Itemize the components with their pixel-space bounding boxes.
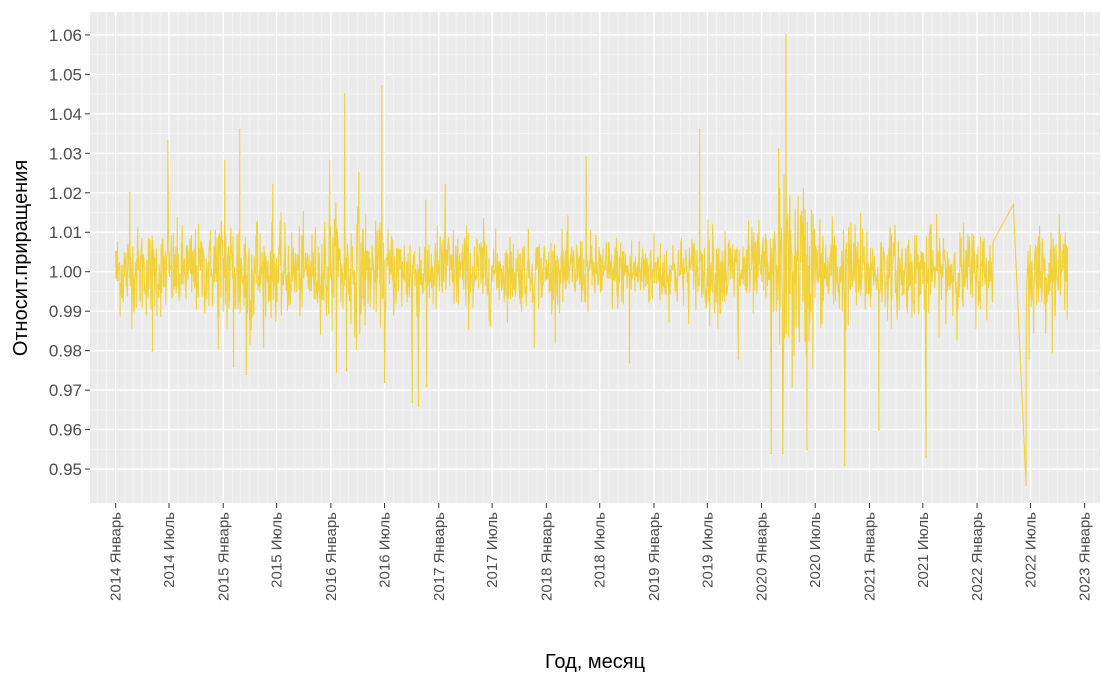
series-point	[791, 385, 794, 388]
x-tick-label: 2021 Январь	[861, 512, 878, 601]
y-tick-label: 1.03	[49, 144, 82, 163]
x-tick-label: 2019 Июль	[699, 512, 716, 588]
series-point	[238, 128, 241, 131]
y-tick-label: 1.01	[49, 223, 82, 242]
series-point	[806, 448, 808, 451]
series-point	[925, 456, 927, 459]
y-tick-label: 0.98	[49, 342, 82, 361]
y-tick-label: 0.96	[49, 421, 82, 440]
axis-layer: 0.95 0.96 0.97 0.98 0.99 1.00 1.01 1.02 1.03 1.04…	[49, 26, 1094, 601]
series-point	[380, 85, 383, 88]
series-point	[628, 361, 631, 364]
series-point	[1027, 251, 1029, 253]
y-tick-label: 1.06	[49, 26, 82, 45]
y-tick-label: 1.02	[49, 184, 82, 203]
series-point	[1012, 203, 1015, 206]
series-point	[737, 357, 740, 360]
x-tick-label: 2014 Июль	[161, 512, 178, 588]
y-tick-label: 0.99	[49, 302, 82, 321]
x-tick-label: 2021 Июль	[915, 512, 932, 588]
x-tick-label: 2019 Январь	[646, 512, 663, 601]
y-tick-label: 0.97	[49, 381, 82, 400]
x-axis-title: Год, месяц	[545, 651, 645, 673]
x-tick-label: 2014 Январь	[108, 512, 125, 601]
series-point	[417, 405, 420, 407]
series-layer	[114, 33, 1069, 486]
x-tick-label: 2016 Январь	[323, 512, 340, 601]
series-point	[232, 365, 235, 368]
series-point	[271, 183, 274, 186]
series-point	[345, 369, 348, 372]
series-point	[114, 251, 117, 253]
series-point	[223, 160, 226, 163]
x-tick-label: 2020 Июль	[807, 512, 824, 588]
series-point	[357, 172, 360, 174]
x-tick-label: 2022 Январь	[969, 512, 986, 601]
series-point	[877, 428, 880, 431]
series-line	[115, 34, 1069, 486]
series-point	[698, 128, 701, 131]
series-point	[166, 140, 169, 143]
series-point	[781, 452, 784, 455]
series-point	[585, 156, 588, 159]
series-point	[1066, 247, 1069, 249]
x-tick-label: 2020 Январь	[754, 512, 771, 601]
y-tick-label: 1.05	[49, 65, 82, 84]
x-tick-label: 2018 Июль	[592, 512, 609, 588]
x-tick-label: 2017 Январь	[431, 512, 448, 601]
series-point	[770, 452, 773, 455]
series-point	[245, 373, 248, 376]
x-tick-label: 2022 Июль	[1022, 512, 1039, 588]
series-point	[1028, 357, 1031, 360]
y-tick-label: 0.95	[49, 460, 82, 479]
series-point	[425, 385, 428, 388]
series-point	[777, 148, 780, 151]
series-point	[411, 401, 414, 403]
series-point	[151, 349, 154, 352]
series-point	[533, 345, 536, 348]
series-point	[128, 191, 131, 194]
y-tick-label: 1.04	[49, 105, 82, 124]
y-tick-label: 1.00	[49, 263, 82, 282]
series-point	[328, 160, 331, 163]
series-point	[383, 381, 386, 384]
x-tick-label: 2017 Июль	[484, 512, 501, 588]
series-point	[785, 33, 787, 36]
series-point	[1025, 483, 1027, 486]
series-point	[843, 464, 846, 467]
x-tick-label: 2015 Январь	[215, 512, 232, 601]
x-tick-label: 2015 Июль	[269, 512, 286, 588]
series-point	[444, 183, 447, 186]
x-tick-label: 2018 Январь	[538, 512, 555, 601]
x-tick-label: 2016 Июль	[377, 512, 394, 588]
y-axis-title: Относит.приращения	[10, 160, 32, 356]
series-point	[343, 93, 346, 95]
x-tick-label: 2023 Январь	[1077, 512, 1094, 601]
